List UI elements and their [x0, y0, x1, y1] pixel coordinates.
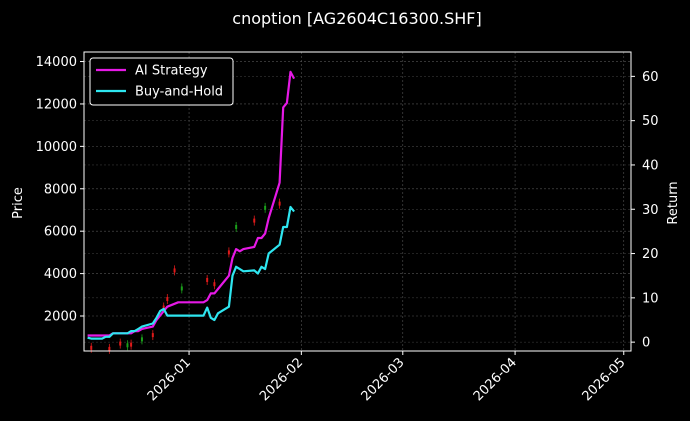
- candle-body: [173, 268, 176, 273]
- y-tick-label: 4000: [44, 267, 77, 282]
- candle-body: [206, 277, 209, 282]
- legend-label: Buy-and-Hold: [135, 85, 223, 100]
- grid: [84, 52, 631, 351]
- legend-label: AI Strategy: [135, 64, 208, 79]
- series-line-1: [87, 205, 295, 340]
- candle-body: [166, 297, 169, 302]
- candle-body: [126, 343, 129, 348]
- candle-body: [119, 341, 122, 346]
- candle-body: [90, 345, 93, 350]
- y-tick-label: 6000: [44, 225, 77, 240]
- y-tick-label: 14000: [36, 55, 77, 70]
- candle-body: [235, 224, 238, 229]
- y-tick-label: 12000: [36, 97, 77, 112]
- candle-body: [213, 282, 216, 287]
- y-axis-right: 0 10 20 30 40 50 60: [631, 70, 659, 351]
- plot-frame: [83, 51, 632, 352]
- candle-body: [108, 346, 111, 351]
- candle-body: [151, 333, 154, 338]
- candle-body: [130, 342, 133, 347]
- y-tick-label: 10000: [36, 140, 77, 155]
- y-axis-left: 2000 4000 6000 8000 10000 12000 14000: [36, 55, 84, 325]
- y2-tick-label: 30: [642, 203, 659, 218]
- candle-body: [162, 305, 165, 310]
- y-axis-label-left: Price: [11, 187, 26, 219]
- series-lines: [87, 70, 296, 340]
- y-tick-label: 8000: [44, 182, 77, 197]
- legend: AI Strategy Buy-and-Hold: [89, 57, 234, 106]
- chart-title: cnoption [AG2604C16300.SHF]: [232, 9, 481, 28]
- candle-body: [180, 286, 183, 291]
- y-tick-label: 2000: [44, 310, 77, 325]
- candle-body: [264, 205, 267, 210]
- y2-tick-label: 20: [642, 247, 659, 262]
- y2-tick-label: 10: [642, 291, 659, 306]
- candle-body: [140, 337, 143, 342]
- candle-body: [278, 201, 281, 206]
- y2-tick-label: 60: [642, 70, 659, 85]
- y2-tick-label: 0: [642, 336, 650, 351]
- candle-body: [253, 218, 256, 223]
- candle-body: [227, 250, 230, 255]
- y-axis-label-right: Return: [666, 181, 681, 224]
- y2-tick-label: 40: [642, 158, 659, 173]
- y2-tick-label: 50: [642, 114, 659, 129]
